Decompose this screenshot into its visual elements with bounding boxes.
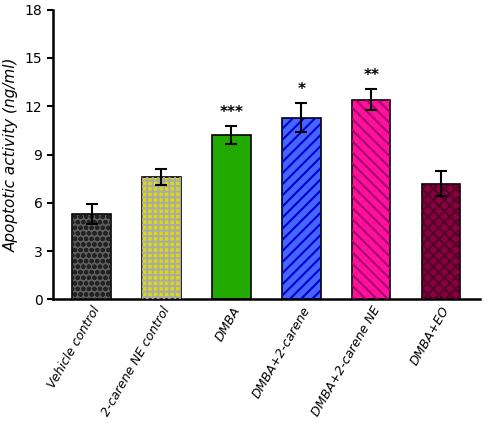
Bar: [142, 177, 181, 299]
Bar: [422, 184, 460, 299]
Bar: [352, 100, 391, 299]
Bar: [282, 118, 320, 299]
Text: *: *: [297, 82, 305, 96]
Bar: [72, 214, 111, 299]
Bar: [422, 184, 460, 299]
Text: ***: ***: [219, 105, 243, 120]
Bar: [212, 135, 251, 299]
Bar: [212, 135, 251, 299]
Text: **: **: [363, 68, 379, 83]
Bar: [142, 177, 181, 299]
Bar: [282, 118, 320, 299]
Bar: [352, 100, 391, 299]
Y-axis label: Apoptotic activity (ng/ml): Apoptotic activity (ng/ml): [4, 57, 19, 252]
Bar: [72, 214, 111, 299]
